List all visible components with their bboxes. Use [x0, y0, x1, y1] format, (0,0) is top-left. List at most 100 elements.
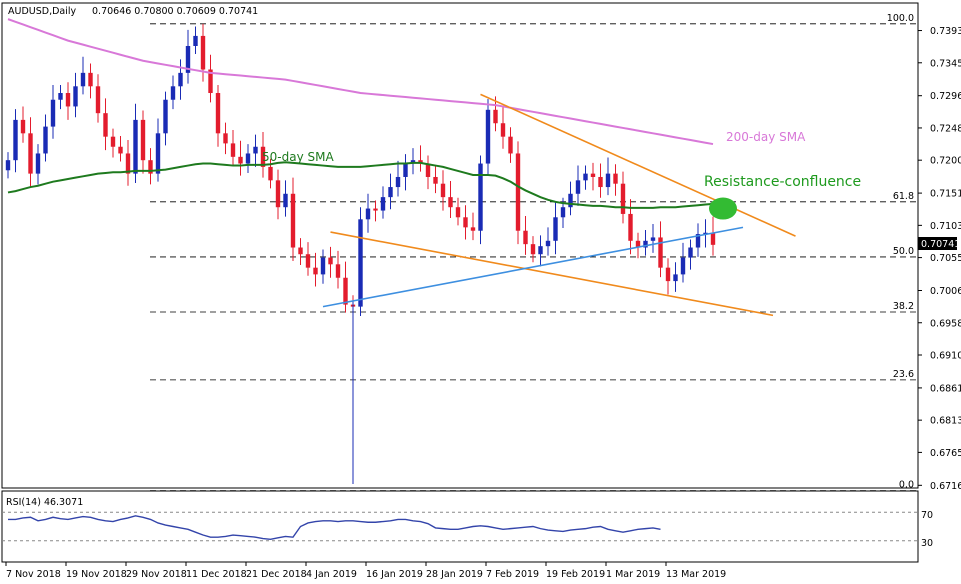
date-tick-label: 11 Dec 2018 [186, 569, 247, 580]
rsi-lines [2, 511, 918, 542]
candle-body [448, 197, 453, 208]
candle-body [125, 153, 131, 174]
candle-body [560, 207, 566, 218]
candle-body [170, 86, 176, 100]
candle-body [65, 93, 71, 107]
candle-body [358, 219, 363, 307]
candle-body [155, 133, 161, 174]
candle-body [703, 232, 708, 235]
candle-body [185, 45, 191, 73]
chart-header-symbol: AUDUSD,Daily [8, 6, 77, 17]
fib-level-label: 23.6 [893, 369, 914, 380]
candle-body [508, 136, 513, 154]
sma50-label: 50-day SMA [262, 150, 334, 164]
candle-body [328, 257, 333, 265]
candle-body [223, 133, 228, 144]
price-pane-frame [1, 2, 919, 489]
candles [5, 23, 716, 484]
candle-body [28, 133, 33, 174]
current-price-tag: 0.70741 [918, 237, 960, 250]
candle-body [403, 163, 408, 177]
candle-body [58, 93, 63, 100]
candle-body [133, 119, 138, 174]
date-tick-label: 13 Mar 2019 [666, 569, 726, 580]
rsi-tick-70: 70 [921, 510, 933, 521]
upper-trendline [480, 93, 796, 237]
candle-body [538, 246, 543, 255]
candle-body [605, 173, 611, 188]
candle-body [590, 173, 596, 177]
date-tick-label: 16 Jan 2019 [366, 569, 423, 580]
candle-body [455, 207, 461, 218]
candle-body [478, 163, 483, 231]
date-tick-label: 7 Feb 2019 [486, 569, 539, 580]
candle-body [260, 146, 266, 167]
candle-body [343, 277, 348, 305]
candle-body [298, 247, 303, 255]
candle-body [313, 267, 318, 275]
rsi-pane-frame [1, 490, 919, 563]
rsi-pane: RSI(14) 46.3071 70 30 [1, 490, 933, 563]
candle-body [688, 247, 693, 258]
candle-body [710, 232, 716, 245]
fib-level-label: 61.8 [893, 191, 914, 202]
candle-body [193, 35, 198, 46]
candle-body [395, 176, 401, 188]
candle-body [43, 126, 48, 154]
candle-body [140, 119, 146, 161]
candle-body [238, 156, 243, 164]
date-axis: 7 Nov 2018 19 Nov 2018 29 Nov 2018 11 Dec 2… [5, 562, 726, 580]
candle-body [163, 99, 168, 134]
candle-body [320, 257, 326, 275]
rsi-line [8, 515, 661, 540]
candle-body [80, 72, 86, 87]
candle-body [665, 267, 671, 282]
candle-body [433, 176, 438, 184]
candle-body [283, 193, 288, 208]
sma200-label: 200-day SMA [726, 130, 806, 144]
candle-body [178, 72, 183, 87]
candle-body [628, 213, 633, 241]
candle-body [88, 72, 93, 87]
candle-body [575, 180, 581, 194]
candle-body [275, 180, 281, 208]
candle-body [35, 153, 41, 174]
candle-body [5, 160, 11, 171]
trend-lines [322, 93, 796, 317]
candle-body [50, 99, 56, 127]
candle-body [148, 160, 153, 174]
candle-body [110, 136, 116, 147]
fib-level-label: 100.0 [887, 13, 914, 24]
candle-body [500, 123, 506, 137]
candle-body [613, 173, 618, 184]
date-tick-label: 21 Dec 2018 [246, 569, 307, 580]
rsi-tick-30: 30 [921, 538, 933, 549]
candle-body [245, 153, 251, 164]
candle-body [470, 227, 476, 231]
date-tick-label: 28 Jan 2019 [426, 569, 483, 580]
candle-body [493, 109, 498, 124]
fib-level-label: 38.2 [893, 301, 914, 312]
price-tag-box [918, 237, 957, 250]
candle-body [530, 244, 536, 255]
candle-body [545, 240, 551, 247]
fib-level-label: 0.0 [899, 480, 914, 491]
date-tick-label: 7 Nov 2018 [6, 569, 61, 580]
candle-body [523, 230, 528, 245]
candle-body [20, 119, 26, 134]
resistance-confluence-label: Resistance-confluence [704, 174, 861, 190]
date-tick-label: 4 Jan 2019 [306, 569, 357, 580]
candle-body [658, 237, 663, 268]
candle-body [253, 146, 258, 154]
